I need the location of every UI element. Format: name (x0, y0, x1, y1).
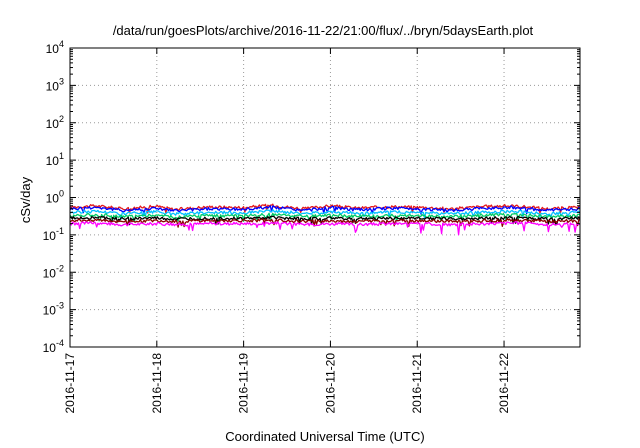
y-tick-label: 10-3 (43, 301, 64, 318)
chart-title: /data/run/goesPlots/archive/2016-11-22/2… (113, 23, 534, 38)
series-line (69, 218, 581, 228)
series-line (69, 212, 581, 223)
y-tick-label: 10-4 (43, 338, 64, 355)
series-line (69, 205, 581, 215)
x-tick-label: 2016-11-18 (150, 353, 164, 414)
y-tick-label: 101 (46, 151, 64, 168)
y-tick-label: 104 (46, 39, 64, 56)
y-tick-labels: 104 103 102 101 100 10-1 10-2 10-3 10-4 (43, 39, 64, 355)
y-tick-label: 102 (46, 114, 64, 131)
x-tick-label: 2016-11-22 (497, 353, 511, 414)
series-line (69, 221, 581, 236)
grid-lines (70, 48, 580, 347)
x-tick-labels: 2016-11-17 2016-11-18 2016-11-19 2016-11-20… (63, 353, 511, 414)
x-tick-label: 2016-11-21 (410, 353, 424, 414)
x-tick-label: 2016-11-19 (237, 353, 251, 414)
x-axis-label: Coordinated Universal Time (UTC) (225, 429, 424, 444)
series-layer (69, 203, 581, 236)
series-line (69, 209, 581, 220)
y-tick-label: 100 (46, 189, 64, 206)
y-tick-label: 103 (46, 76, 64, 93)
tick-marks (69, 47, 580, 348)
y-tick-label: 10-2 (43, 263, 64, 280)
y-tick-label: 10-1 (43, 226, 64, 243)
x-tick-label: 2016-11-20 (323, 353, 337, 414)
x-tick-label: 2016-11-17 (63, 353, 77, 414)
y-axis-label: cSv/day (18, 176, 33, 223)
series-line (69, 215, 581, 226)
